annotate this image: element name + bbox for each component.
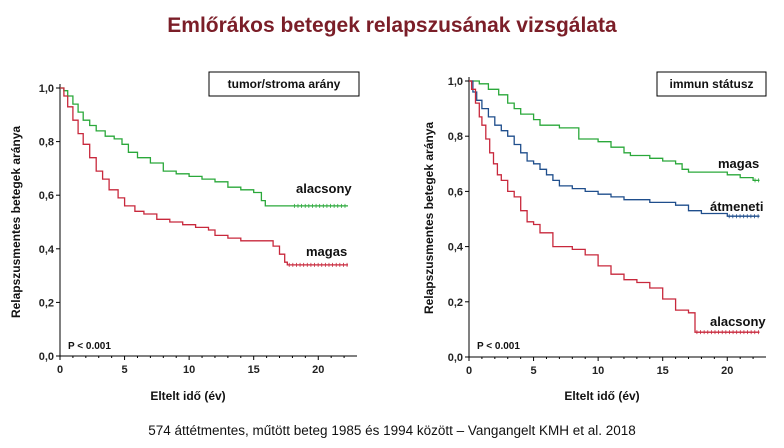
series-label-alacsony: alacsony: [296, 181, 352, 196]
series-label-magas: magas: [306, 244, 347, 259]
y-tick-label: 0,6: [39, 190, 54, 202]
y-tick-label: 0,4: [39, 244, 55, 256]
page-title: Emlőrákos betegek relapszusának vizsgála…: [167, 14, 617, 37]
x-tick-label: 15: [248, 364, 260, 376]
x-tick-label: 0: [57, 364, 63, 376]
y-tick-label: 0,0: [39, 351, 54, 363]
x-tick-label: 5: [122, 364, 128, 376]
footer-caption: 574 áttétmentes, műtött beteg 1985 és 19…: [148, 423, 636, 438]
y-tick-label: 1,0: [39, 83, 54, 95]
x-tick-label: 10: [183, 364, 195, 376]
x-tick-label: 20: [312, 364, 324, 376]
legend-box: [208, 71, 360, 97]
x-axis-label: Eltelt idő (év): [150, 389, 225, 403]
p-value-label: P < 0.001: [68, 341, 111, 352]
legend-title: tumor/stroma arány: [228, 77, 341, 91]
y-tick-label: 0,8: [39, 137, 54, 149]
y-axis-label: Relapszusmentes betegek aránya: [9, 126, 23, 318]
y-tick-label: 0,2: [39, 297, 54, 309]
km-curve-magas: [60, 87, 348, 266]
km-curve-alacsony: [60, 87, 348, 207]
